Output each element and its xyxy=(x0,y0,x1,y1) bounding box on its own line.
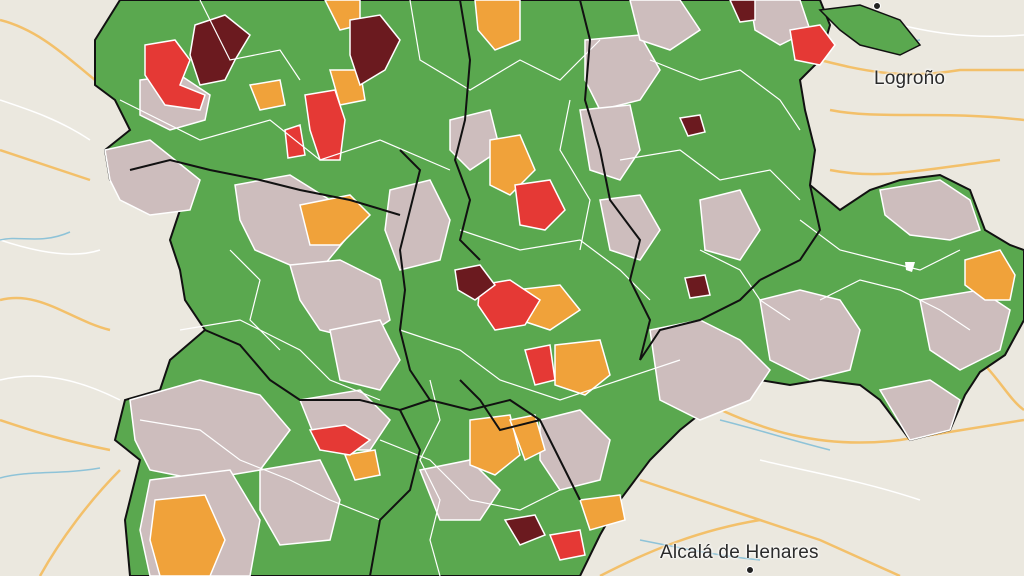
logrono-city-dot xyxy=(873,2,881,10)
alcala-city-dot xyxy=(746,566,754,574)
city-label-alcala[interactable]: Alcalá de Henares xyxy=(660,542,819,563)
basemap-minor-roads xyxy=(0,19,1024,501)
city-label-logrono[interactable]: Logroño xyxy=(874,68,946,89)
green-patch-ne xyxy=(818,4,922,56)
municipal-borders xyxy=(119,0,971,576)
very-high-areas xyxy=(189,0,756,546)
basemap-roads xyxy=(0,18,1024,576)
neutral-areas xyxy=(104,0,1011,576)
province-borders xyxy=(129,0,822,576)
high-areas xyxy=(144,24,836,561)
medium-areas xyxy=(149,0,1016,576)
white-marker xyxy=(905,262,915,272)
